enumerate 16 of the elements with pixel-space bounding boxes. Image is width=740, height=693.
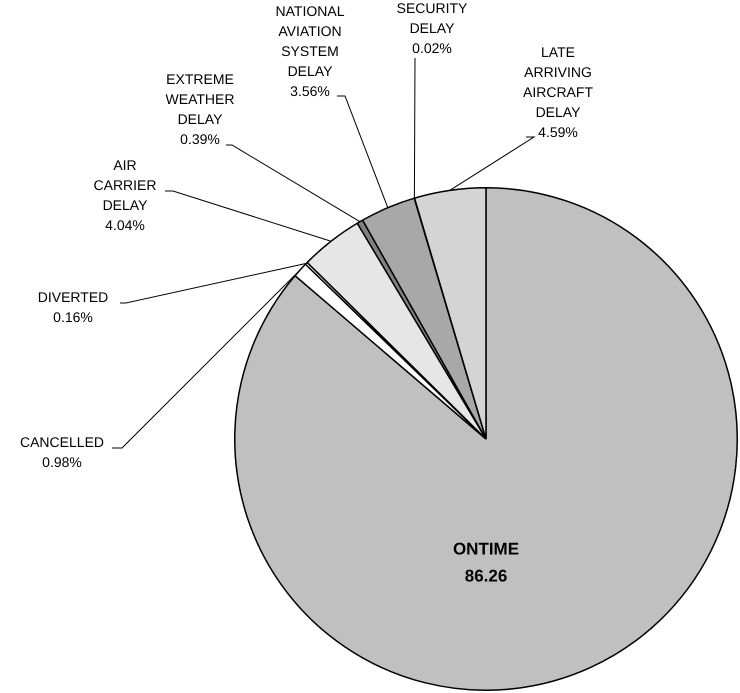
data-label: 86.26 <box>464 566 508 586</box>
slice-label: NATIONAL AVIATION SYSTEM DELAY <box>276 2 345 79</box>
slice-label: LATE ARRIVING AIRCRAFT DELAY <box>523 44 594 120</box>
data-label: 4.59% <box>538 124 578 140</box>
data-label: 3.56% <box>290 82 330 99</box>
slice-label: ONTIME <box>452 540 520 559</box>
data-label: 4.04% <box>105 216 145 233</box>
slice-label: AIR CARRIER DELAY <box>93 156 157 213</box>
data-label: 0.02% <box>412 40 452 56</box>
slice-label: SECURITY DELAY <box>396 0 468 36</box>
data-label: 0.39% <box>180 130 220 147</box>
data-label: 0.16% <box>53 308 93 325</box>
data-label: 0.98% <box>42 454 82 470</box>
slice-label: EXTREME WEATHER DELAY <box>166 70 234 127</box>
slice-label: CANCELLED <box>20 434 104 450</box>
slice-label: DIVERTED <box>38 288 108 305</box>
